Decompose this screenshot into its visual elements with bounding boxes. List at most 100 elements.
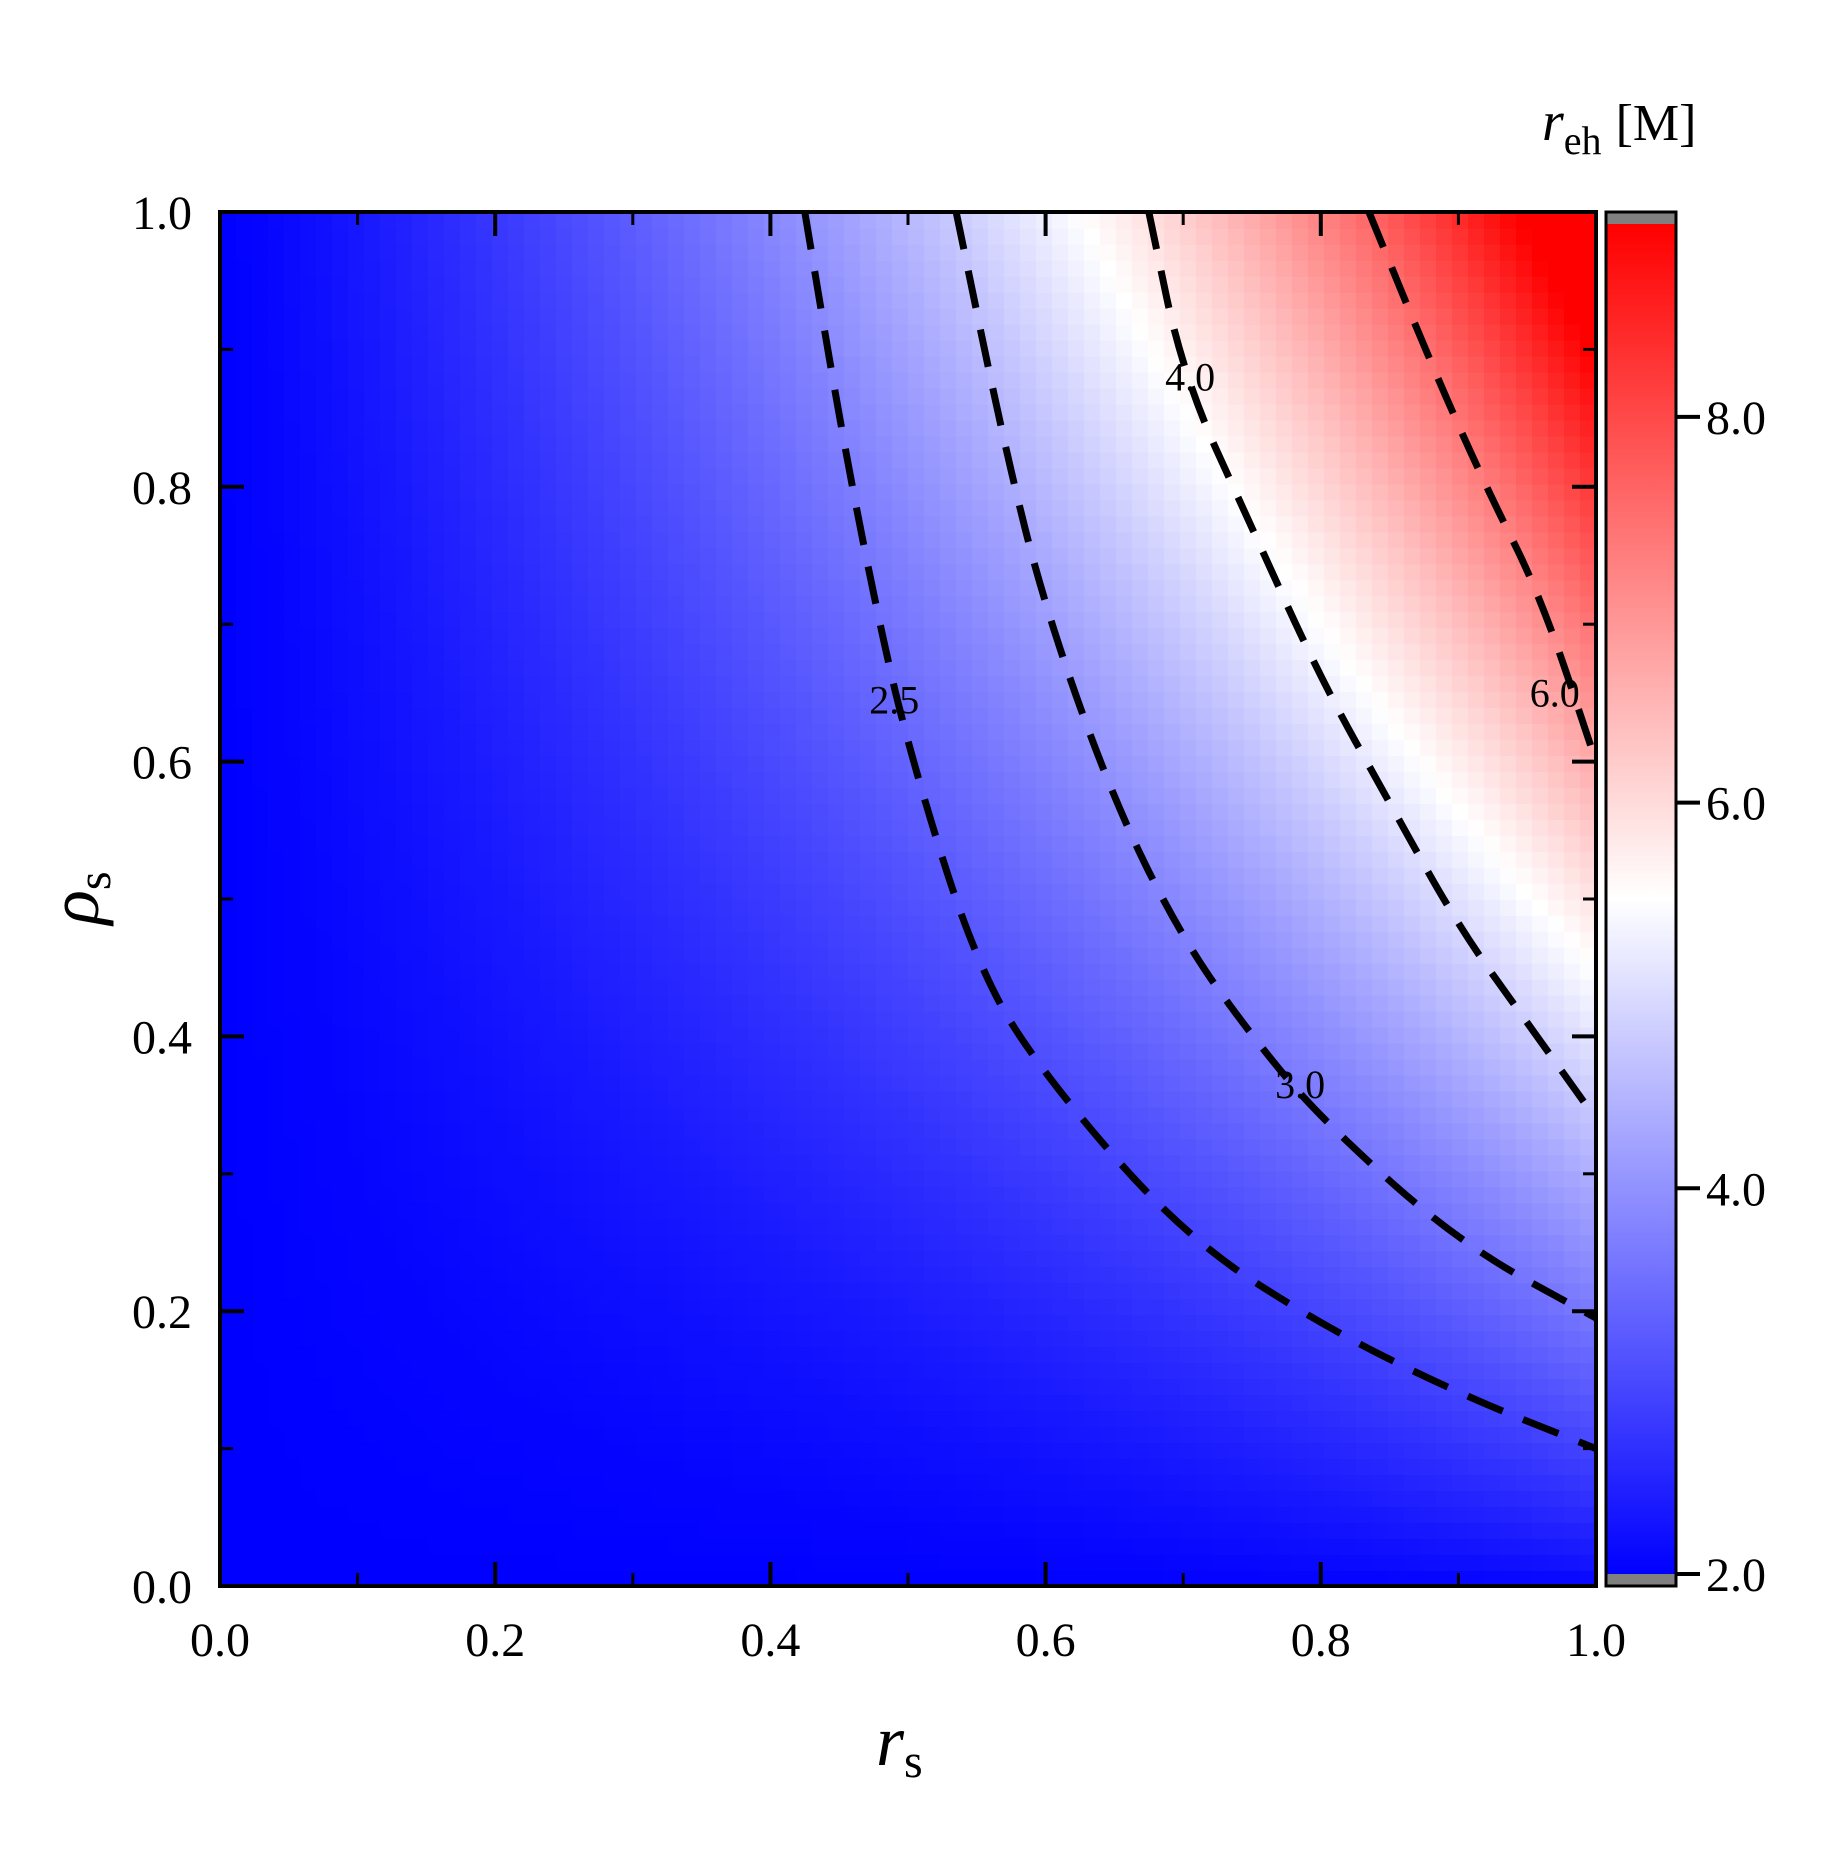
heatmap-cell [492,579,509,597]
heatmap-cell [876,1234,893,1252]
heatmap-cell [220,1410,237,1428]
heatmap-cell [572,435,589,453]
heatmap-cell [460,1538,477,1555]
heatmap-cell [476,1074,493,1092]
heatmap-cell [540,467,557,485]
heatmap-cell [1084,403,1101,421]
heatmap-cell [732,1010,749,1028]
heatmap-cell [780,1042,797,1060]
heatmap-cell [700,883,717,900]
heatmap-cell [492,835,509,852]
heatmap-cell [1100,467,1117,485]
heatmap-cell [1132,1442,1149,1459]
heatmap-cell [332,739,349,757]
heatmap-cell [764,675,781,693]
heatmap-cell [748,1442,765,1459]
heatmap-cell [844,403,861,421]
heatmap-cell [892,371,909,389]
heatmap-cell [668,1474,685,1491]
heatmap-cell [892,419,909,437]
heatmap-cell [396,1426,413,1444]
heatmap-cell [844,1458,861,1475]
heatmap-cell [892,1442,909,1459]
heatmap-cell [1020,883,1037,900]
heatmap-cell [1116,1442,1133,1459]
heatmap-cell [668,1410,685,1428]
heatmap-cell [300,1442,317,1459]
heatmap-cell [1068,307,1085,325]
heatmap-cell [716,978,733,996]
heatmap-cell [572,755,589,772]
heatmap-cell [396,547,413,565]
heatmap-cell [348,1362,365,1380]
heatmap-cell [492,643,509,661]
heatmap-cell [220,227,237,245]
heatmap-cell [812,1490,829,1507]
heatmap-cell [508,1314,525,1332]
heatmap-cell [748,1330,765,1348]
heatmap-cell [764,307,781,325]
heatmap-cell [828,1362,845,1380]
heatmap-cell [908,275,925,293]
heatmap-cell [796,739,813,757]
heatmap-cell [380,1282,397,1300]
heatmap-cell [540,307,557,325]
heatmap-cell [284,643,301,661]
heatmap-cell [540,371,557,389]
heatmap-cell [796,755,813,772]
heatmap-cell [652,1298,669,1316]
heatmap-cell [316,531,333,549]
heatmap-cell [780,803,797,820]
heatmap-cell [556,403,573,421]
heatmap-cell [828,1506,845,1523]
heatmap-cell [524,1506,541,1523]
heatmap-cell [604,579,621,597]
heatmap-cell [316,595,333,613]
heatmap-cell [428,547,445,565]
heatmap-cell [492,723,509,741]
heatmap-cell [316,483,333,501]
heatmap-cell [636,1474,653,1491]
heatmap-cell [908,1154,925,1172]
heatmap-cell [428,962,445,980]
heatmap-cell [892,1026,909,1044]
heatmap-cell [988,1298,1005,1316]
heatmap-cell [396,435,413,453]
heatmap-cell [812,771,829,788]
heatmap-cell [732,1074,749,1092]
heatmap-cell [940,1138,957,1156]
heatmap-cell [748,914,765,932]
heatmap-cell [764,1058,781,1076]
heatmap-cell [1132,1266,1149,1284]
heatmap-cell [1100,835,1117,852]
heatmap-cell [364,835,381,852]
heatmap-cell [988,899,1005,916]
heatmap-cell [844,1426,861,1444]
heatmap-cell [1004,291,1021,309]
heatmap-cell [364,1074,381,1092]
heatmap-cell [1100,1106,1117,1124]
heatmap-cell [524,675,541,693]
heatmap-cell [636,1058,653,1076]
heatmap-cell [972,1330,989,1348]
heatmap-cell [844,1234,861,1252]
heatmap-cell [1052,419,1069,437]
heatmap-cell [924,1362,941,1380]
heatmap-cell [636,243,653,261]
heatmap-cell [716,643,733,661]
heatmap-cell [588,1058,605,1076]
heatmap-cell [972,1378,989,1396]
heatmap-cell [620,691,637,709]
heatmap-cell [412,1058,429,1076]
heatmap-cell [268,595,285,613]
heatmap-cell [572,946,589,964]
heatmap-cell [412,930,429,948]
heatmap-cell [284,787,301,804]
heatmap-cell [1100,1010,1117,1028]
heatmap-cell [1116,275,1133,293]
heatmap-cell [556,1474,573,1491]
heatmap-cell [764,851,781,868]
heatmap-cell [716,531,733,549]
heatmap-cell [1068,1458,1085,1475]
heatmap-cell [828,946,845,964]
